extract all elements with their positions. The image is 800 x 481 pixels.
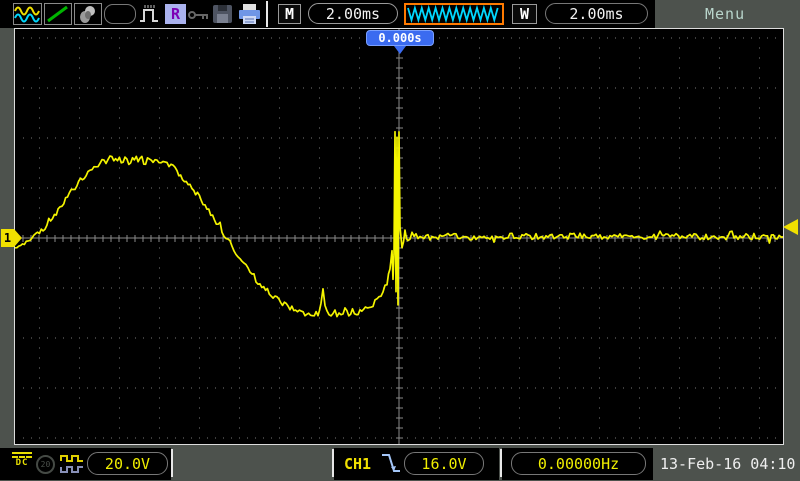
empty-status-slot (104, 4, 136, 24)
save-button[interactable] (212, 4, 233, 28)
trigger-position-label: 0.000s (366, 30, 434, 46)
hand-cursor-button[interactable] (74, 3, 102, 25)
trigger-position-pointer-icon (394, 46, 406, 54)
channel1-marker-label: 1 (1, 229, 14, 247)
zoom-window-wave-icon (407, 4, 499, 24)
window-timebase-value: 2.00ms (569, 4, 624, 23)
channel1-marker-tip-icon (14, 229, 22, 247)
frequency-counter-readout: 0.00000Hz (511, 452, 646, 475)
topbar-divider (266, 1, 268, 27)
main-timebase-readout: 2.00ms (308, 3, 398, 24)
coupling-label: DC (15, 458, 29, 468)
key-icon (188, 11, 208, 19)
window-timebase-readout: 2.00ms (545, 3, 648, 24)
floppy-disk-icon (213, 5, 232, 23)
window-timebase-badge-label: W (519, 5, 530, 23)
keylock-button[interactable] (188, 7, 211, 26)
menu-button[interactable]: Menu (705, 5, 745, 23)
waveform-invert-icon (60, 452, 84, 480)
trigger-level-value: 16.0V (421, 454, 467, 473)
printer-icon (239, 4, 260, 24)
trigger-level-marker-icon (783, 219, 798, 235)
falling-edge-trigger-icon (380, 450, 402, 481)
frequency-counter-value: 0.00000Hz (537, 454, 620, 473)
top-status-bar: R M 2.00ms W 2.00ms (0, 0, 655, 28)
coupling-dc-icon: DC (12, 452, 32, 469)
trigger-position-value: 0.000s (378, 31, 422, 45)
bottombar-divider (332, 449, 334, 477)
menu-area: Menu (655, 0, 800, 28)
bandwidth-limit-icon: 20 (36, 455, 55, 474)
bandwidth-limit-label: 20 (40, 460, 51, 469)
window-timebase-badge: W (512, 4, 537, 24)
datetime-readout: 13-Feb-16 04:10 (660, 455, 796, 473)
pulse-mode-button[interactable] (139, 3, 163, 29)
green-line-icon (47, 5, 68, 23)
zoom-window-indicator (404, 3, 504, 25)
record-badge-label: R (170, 5, 181, 23)
volts-per-div-value: 20.0V (104, 454, 151, 473)
main-timebase-value: 2.00ms (325, 4, 381, 23)
channel-label: CH1 (344, 455, 372, 473)
pulse-icon (140, 5, 158, 22)
main-timebase-badge: M (278, 4, 301, 24)
trigger-level-readout: 16.0V (404, 452, 484, 475)
hand-icon (80, 6, 95, 23)
bottombar-divider (171, 449, 173, 477)
volts-per-div-readout: 20.0V (87, 452, 168, 475)
draw-line-button[interactable] (44, 3, 72, 25)
bottombar-divider (500, 449, 502, 477)
menu-button-label: Menu (705, 5, 746, 23)
main-timebase-badge-label: M (284, 5, 295, 23)
channel-waves-button[interactable] (13, 3, 42, 25)
channel1-position-marker: 1 (1, 229, 22, 247)
record-badge: R (165, 4, 186, 24)
waveform-display (14, 28, 798, 445)
print-button[interactable] (237, 3, 262, 29)
channel-waves-icon (14, 6, 40, 23)
graticule-and-trace (14, 29, 783, 444)
